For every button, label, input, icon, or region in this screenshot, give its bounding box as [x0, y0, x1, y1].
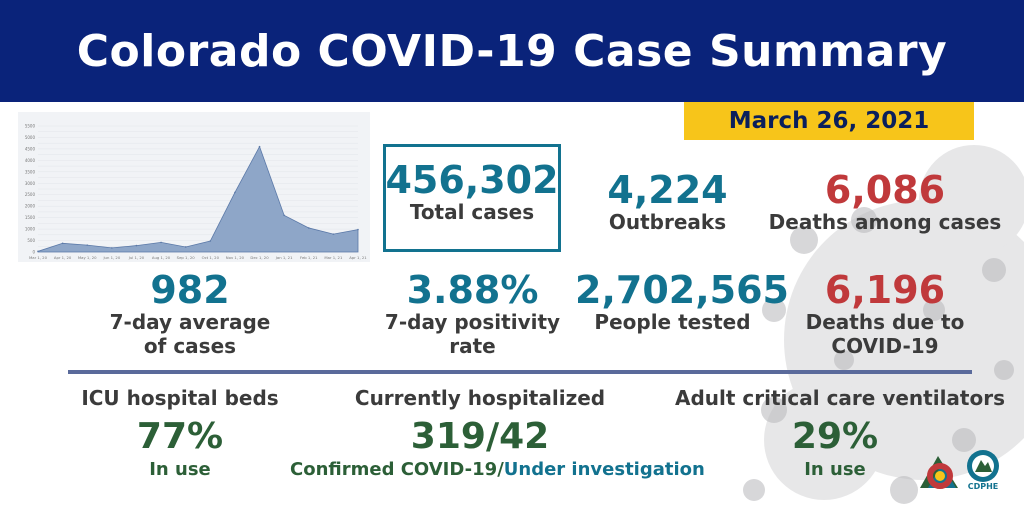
positivity-label-1: 7-day positivity	[384, 310, 561, 334]
y-tick-label: 3000	[25, 181, 36, 186]
positivity-label-2: rate	[449, 334, 496, 358]
y-tick-label: 5000	[25, 135, 36, 140]
data-point	[258, 145, 261, 148]
data-point	[209, 240, 212, 242]
page-title: Colorado COVID-19 Case Summary	[76, 25, 948, 77]
y-tick-label: 4000	[25, 158, 36, 163]
hospitalized-value: 319/42	[410, 416, 550, 457]
hospitalized-label: Currently hospitalized	[354, 386, 606, 410]
deaths-due-stat: 6,196 Deaths due to COVID-19	[785, 270, 985, 358]
x-tick-label: Aug 1, 20	[152, 255, 171, 260]
x-tick-label: Mar 1, 20	[29, 255, 48, 260]
x-tick-label: Mar 1, 21	[324, 255, 343, 260]
ventilators-stat: Adult critical care ventilators 29% In u…	[670, 386, 1010, 480]
deaths-due-value: 6,196	[824, 268, 946, 312]
x-tick-label: Nov 1, 20	[226, 255, 245, 260]
data-point	[234, 191, 236, 194]
total-cases-box	[383, 144, 561, 252]
y-tick-label: 3500	[25, 169, 36, 174]
y-tick-label: 4500	[25, 146, 36, 151]
positivity-value: 3.88%	[406, 268, 539, 312]
x-tick-label: Jun 1, 20	[102, 255, 120, 260]
x-tick-label: Apr 1, 21	[349, 255, 367, 260]
data-point	[357, 228, 359, 231]
deaths-among-cases-label: Deaths among cases	[768, 210, 1002, 234]
ventilators-sub: In use	[804, 459, 866, 480]
y-tick-label: 0	[32, 250, 35, 255]
people-tested-stat: 2,702,565 People tested	[575, 268, 789, 334]
data-point	[307, 227, 310, 229]
x-tick-label: May 1, 20	[78, 255, 97, 260]
report-date: March 26, 2021	[728, 108, 930, 134]
icu-beds-stat: ICU hospital beds 77% In use	[70, 386, 290, 480]
deaths-due-label-1: Deaths due to	[805, 310, 965, 334]
total-cases-value: 456,302	[385, 158, 559, 202]
section-divider	[68, 370, 972, 374]
data-point	[37, 250, 39, 253]
cases-chart: 0 500 1000 1500 2000 2500 3000 3500 4000 4500 5000…	[18, 112, 370, 262]
positivity-stat: 3.88% 7-day positivity rate	[375, 270, 570, 358]
y-tick-label: 5500	[25, 124, 36, 129]
header-banner: Colorado COVID-19 Case Summary	[0, 0, 1024, 102]
y-tick-label: 2000	[25, 204, 36, 209]
avg-cases-value: 982	[150, 268, 230, 312]
cdphe-logo-icon: CDPHE	[967, 450, 999, 491]
people-tested-value: 2,702,565	[575, 268, 789, 312]
data-point	[332, 233, 335, 235]
avg-cases-label-2: of cases	[143, 334, 237, 358]
total-cases-stat: 456,302 Total cases	[383, 160, 561, 224]
under-investigation-text: Under investigation	[503, 459, 705, 480]
x-tick-label: Jul 1, 20	[128, 255, 145, 260]
cases-area-series	[37, 145, 359, 253]
y-tick-label: 2500	[25, 192, 36, 197]
cdphe-text: CDPHE	[968, 482, 999, 491]
x-tick-label: Apr 1, 20	[54, 255, 72, 260]
y-tick-label: 1000	[25, 227, 36, 232]
hospitalized-stat: Currently hospitalized 319/42 Confirmed …	[290, 386, 705, 480]
data-point	[86, 244, 89, 246]
icu-beds-sub: In use	[149, 459, 211, 480]
ventilators-value: 29%	[791, 416, 879, 457]
virus-background-icon	[743, 145, 1024, 504]
people-tested-label: People tested	[594, 310, 751, 334]
x-tick-label: Oct 1, 20	[202, 255, 220, 260]
y-tick-label: 500	[27, 238, 35, 243]
slash-text: /	[497, 459, 504, 480]
data-point	[111, 247, 113, 249]
date-badge: March 26, 2021	[684, 102, 974, 140]
hospitalized-sub: Confirmed COVID-19/Under investigation	[290, 459, 705, 480]
outbreaks-label: Outbreaks	[608, 210, 727, 234]
avg-cases-stat: 982 7-day average of cases	[90, 270, 290, 358]
x-tick-label: Sep 1, 20	[177, 255, 196, 260]
total-cases-label: Total cases	[409, 200, 535, 224]
colorado-flag-logo-icon	[920, 456, 958, 489]
data-point	[184, 246, 187, 248]
data-point	[61, 242, 64, 245]
icu-beds-value: 77%	[136, 416, 224, 457]
deaths-due-label-2: COVID-19	[831, 334, 939, 358]
deaths-among-cases-value: 6,086	[824, 168, 946, 212]
data-point	[160, 241, 162, 244]
icu-beds-label: ICU hospital beds	[81, 386, 279, 410]
outbreaks-stat: 4,224 Outbreaks	[580, 170, 755, 234]
confirmed-text: Confirmed COVID-19	[290, 459, 498, 480]
x-tick-label: Jan 1, 21	[275, 255, 293, 260]
cases-chart-svg: 0 500 1000 1500 2000 2500 3000 3500 4000 4500 5000…	[25, 124, 367, 261]
data-point	[283, 214, 285, 217]
ventilators-label: Adult critical care ventilators	[675, 386, 1005, 410]
x-tick-label: Feb 1, 21	[300, 255, 318, 260]
y-tick-label: 1500	[25, 215, 36, 220]
avg-cases-label-1: 7-day average	[109, 310, 271, 334]
data-point	[135, 244, 138, 247]
outbreaks-value: 4,224	[607, 168, 728, 212]
x-tick-label: Dec 1, 20	[250, 255, 269, 260]
deaths-among-cases-stat: 6,086 Deaths among cases	[765, 170, 1005, 234]
